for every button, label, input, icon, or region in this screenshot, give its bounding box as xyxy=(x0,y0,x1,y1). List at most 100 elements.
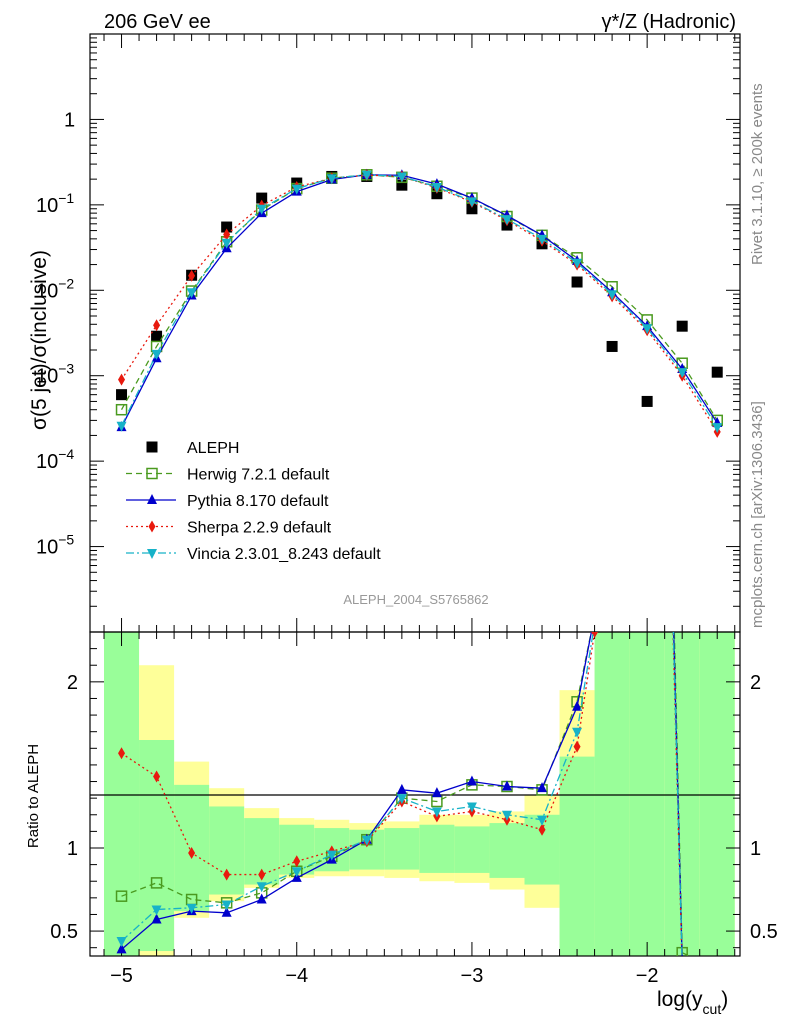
main-point-triangle-down xyxy=(361,170,372,181)
legend-label: Sherpa 2.2.9 default xyxy=(187,520,332,537)
ratio-ylabel: Ratio to ALEPH xyxy=(25,744,42,848)
legend-marker-open-square xyxy=(146,467,158,480)
legend-label: Pythia 8.170 default xyxy=(187,493,329,510)
y-tick-label: 10−3 xyxy=(36,361,74,388)
ratio-point-triangle-down xyxy=(256,882,267,893)
ratio-point-diamond xyxy=(591,632,599,638)
ratio-point-triangle-down xyxy=(326,850,337,861)
main-line-4 xyxy=(120,174,718,428)
ratio-y-tick-label-right: 0.5 xyxy=(750,921,778,943)
ratio-band-stat xyxy=(419,824,455,873)
ratio-band-stat xyxy=(594,632,630,956)
xlabel-main: log(y xyxy=(657,988,703,1011)
ratio-point-diamond xyxy=(538,823,546,836)
main-point-triangle-down xyxy=(572,258,583,269)
main-point-square xyxy=(221,221,233,233)
main-line-3 xyxy=(120,174,718,433)
y-tick-label: 10−1 xyxy=(36,190,74,217)
ratio-frame xyxy=(89,631,741,957)
ratio-point-triangle-down xyxy=(466,802,477,813)
ratio-band-stat xyxy=(629,632,665,956)
ratio-point-diamond xyxy=(293,855,301,868)
main-point-triangle-down xyxy=(642,324,653,335)
main-frame xyxy=(89,33,741,633)
ratio-point-triangle-down xyxy=(221,900,232,911)
header-left: 206 GeV ee xyxy=(104,11,211,33)
main-point-triangle-down xyxy=(677,368,688,379)
x-tick-label: −5 xyxy=(110,965,133,987)
main-point-triangle-down xyxy=(256,204,267,215)
main-point-square xyxy=(116,389,128,401)
main-point-square xyxy=(641,395,653,407)
main-point-diamond xyxy=(223,228,231,241)
legend-label: Vincia 2.3.01_8.243 default xyxy=(187,546,381,563)
ratio-point-triangle-up xyxy=(151,913,162,924)
main-point-triangle-down xyxy=(186,288,197,299)
legend-label: Herwig 7.2.1 default xyxy=(187,467,330,484)
main-point-square xyxy=(396,179,408,191)
ratio-point-triangle-up xyxy=(572,700,583,711)
ratio-point-triangle-down xyxy=(572,727,583,738)
ratio-band-stat xyxy=(664,632,700,956)
y-tick-label: 10−2 xyxy=(36,275,74,302)
ratio-point-diamond xyxy=(223,868,231,881)
main-point-square xyxy=(151,330,163,342)
main-point-square xyxy=(256,192,268,204)
mcplots-label: mcplots.cern.ch [arXiv:1306.3436] xyxy=(749,401,766,628)
main-point-square xyxy=(571,276,583,288)
main-point-triangle-down xyxy=(501,215,512,226)
ratio-point-diamond xyxy=(258,868,266,881)
main-point-square xyxy=(606,340,618,352)
main-point-diamond xyxy=(118,373,126,386)
main-point-square xyxy=(466,203,478,215)
legend-label: ALEPH xyxy=(187,440,239,457)
ratio-point-triangle-down xyxy=(361,835,372,846)
main-point-triangle-down xyxy=(326,174,337,185)
ratio-band-stat xyxy=(559,756,595,956)
rivet-label: Rivet 3.1.10, ≥ 200k events xyxy=(749,83,766,265)
header-right: γ*/Z (Hadronic) xyxy=(602,11,736,33)
main-point-triangle-down xyxy=(712,423,723,434)
ratio-point-open-square xyxy=(115,890,128,902)
x-tick-label: −3 xyxy=(461,965,484,987)
ratio-series xyxy=(115,632,691,956)
main-point-triangle-down xyxy=(116,421,127,432)
ratio-point-open-square xyxy=(150,877,163,889)
ratio-point-triangle-down xyxy=(396,794,407,805)
main-point-triangle-down xyxy=(607,290,618,301)
main-point-square xyxy=(676,320,688,332)
ratio-band-stat xyxy=(209,806,245,895)
ratio-point-diamond xyxy=(153,770,161,783)
main-point-triangle-down xyxy=(537,234,548,245)
ratio-point-diamond xyxy=(118,747,126,760)
ratio-point-triangle-up xyxy=(116,943,127,954)
main-point-triangle-down xyxy=(396,172,407,183)
main-point-triangle-down xyxy=(466,197,477,208)
main-point-square xyxy=(711,366,723,378)
main-point-triangle-down xyxy=(431,182,442,193)
y-tick-label: 1 xyxy=(64,109,75,131)
main-line-2 xyxy=(120,174,718,428)
ratio-point-triangle-up xyxy=(431,787,442,798)
legend: ALEPH Herwig 7.2.1 default Pythia 8.170 de… xyxy=(126,440,381,563)
ratio-point-triangle-up xyxy=(221,906,232,917)
ratio-point-triangle-down xyxy=(291,867,302,878)
xlabel-end: ) xyxy=(721,988,728,1011)
ratio-band-stat xyxy=(699,632,735,956)
ratio-point-triangle-up xyxy=(396,783,407,794)
y-tick-label: 10−4 xyxy=(36,446,74,473)
x-tick-label: −2 xyxy=(636,965,659,987)
ratio-y-tick-label-right: 1 xyxy=(750,838,761,860)
ratio-band-stat xyxy=(104,632,140,956)
ratio-point-triangle-up xyxy=(466,775,477,786)
main-point-triangle-down xyxy=(151,349,162,360)
ratio-point-triangle-down xyxy=(186,903,197,914)
legend-marker-diamond xyxy=(148,520,156,533)
main-point-triangle-down xyxy=(291,184,302,195)
ratio-point-diamond xyxy=(573,740,581,753)
ratio-point-triangle-up xyxy=(501,780,512,791)
main-point-diamond xyxy=(153,319,161,332)
main-series xyxy=(115,168,723,438)
xlabel-sub: cut xyxy=(703,1001,722,1017)
